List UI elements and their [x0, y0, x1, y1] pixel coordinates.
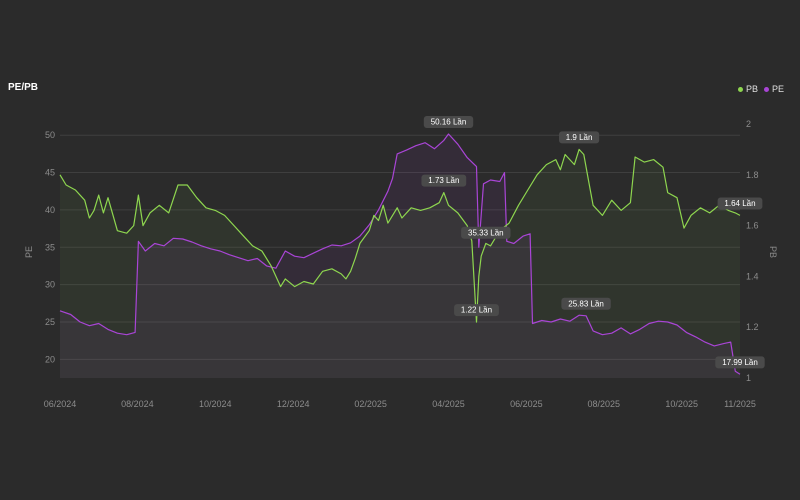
annotation-box [715, 356, 765, 369]
y-right-label: PB [768, 246, 778, 258]
annotation-label: 17.99 Lần [715, 356, 765, 369]
x-tick-label: 12/2024 [277, 399, 310, 409]
x-tick-label: 10/2025 [665, 399, 698, 409]
annotation-box [561, 297, 611, 310]
x-tick-label: 06/2025 [510, 399, 543, 409]
annotation-text: 50.16 Lần [431, 118, 467, 127]
x-tick-label: 04/2025 [432, 399, 465, 409]
annotation-text: 1.22 Lần [461, 306, 492, 315]
legend-label-pe: PE [771, 84, 784, 94]
annotation-label: 35.33 Lần [461, 226, 511, 239]
x-tick-label: 08/2025 [588, 399, 621, 409]
y-left-tick-label: 50 [45, 130, 55, 140]
chart-title: PE/PB [8, 82, 39, 93]
annotation-label: 25.83 Lần [561, 297, 611, 310]
y-right-tick-label: 1.8 [746, 170, 759, 180]
series-lines [59, 133, 741, 375]
legend-dot-pb [737, 86, 743, 92]
y-left-label: PE [24, 246, 34, 258]
annotations: 50.16 Lần 1.9 Lần 1.73 Lần 35.33 Lần 1.22 Lầ… [421, 116, 765, 369]
y-right-tick-label: 1.6 [746, 221, 759, 231]
annotation-text: 17.99 Lần [722, 358, 758, 367]
legend: PB PE [737, 84, 784, 94]
legend-label-pb: PB [745, 84, 758, 94]
x-tick-label: 06/2024 [44, 399, 77, 409]
annotation-label: 1.73 Lần [421, 174, 467, 187]
annotation-text: 25.83 Lần [568, 299, 604, 308]
annotation-box [421, 174, 467, 187]
annotation-label: 1.22 Lần [454, 304, 499, 317]
annotation-box [423, 116, 474, 129]
x-tick-label: 08/2024 [121, 399, 154, 409]
x-tick-label: 10/2024 [199, 399, 232, 409]
y-left-tick-label: 35 [45, 242, 55, 252]
y-left-tick-label: 20 [45, 354, 55, 364]
annotation-label: 1.64 Lần [717, 197, 763, 210]
y-right-tick-label: 1.2 [746, 322, 759, 332]
y-right-tick-label: 2 [746, 119, 751, 129]
grid-lines [60, 134, 740, 360]
y-left-tick-label: 40 [45, 205, 55, 215]
annotation-box [558, 131, 600, 144]
legend-item-pe[interactable]: PE [763, 84, 784, 94]
axis-ticks: 20 25 30 35 40 45 50 1 1.2 1.4 1.6 1.8 2 06/2024 08/20… [44, 119, 759, 409]
legend-dot-pe [763, 86, 769, 92]
y-right-tick-label: 1 [746, 373, 751, 383]
annotation-text: 1.73 Lần [428, 176, 459, 185]
annotation-box [717, 197, 763, 210]
annotation-box [461, 226, 511, 239]
annotation-label: 50.16 Lần [423, 116, 474, 129]
x-tick-label: 02/2025 [354, 399, 387, 409]
annotation-text: 1.9 Lần [566, 133, 593, 142]
x-tick-label: 11/2025 [724, 399, 756, 409]
annotation-text: 1.64 Lần [724, 199, 755, 208]
y-left-tick-label: 45 [45, 168, 55, 178]
area-pe [60, 134, 740, 378]
annotation-text: 35.33 Lần [468, 228, 504, 237]
y-left-tick-label: 25 [45, 317, 55, 327]
legend-item-pb[interactable]: PB [737, 84, 758, 94]
line-pb [59, 148, 741, 323]
annotation-box [454, 304, 499, 317]
annotation-label: 1.9 Lần [558, 131, 600, 144]
line-pe [59, 133, 741, 375]
series-areas [60, 134, 740, 378]
y-right-tick-label: 1.4 [746, 271, 759, 281]
y-left-tick-label: 30 [45, 280, 55, 290]
